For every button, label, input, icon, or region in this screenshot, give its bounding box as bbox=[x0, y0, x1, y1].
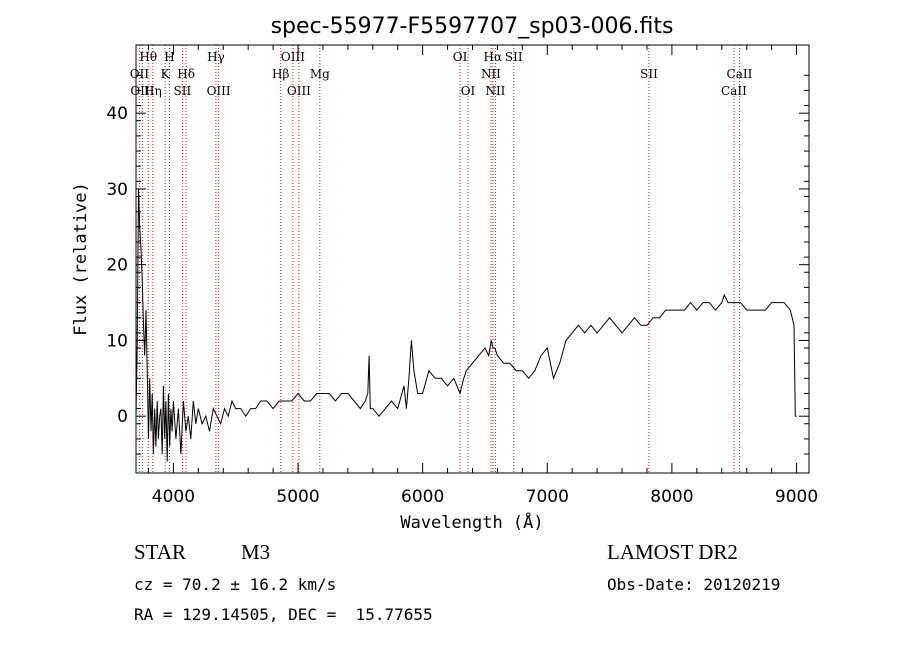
y-tick-label: 0 bbox=[117, 407, 128, 427]
spectral-line-label: Hγ bbox=[207, 50, 225, 64]
survey-name: LAMOST DR2 bbox=[607, 540, 738, 564]
spectral-line-label: Mg bbox=[310, 67, 330, 81]
spectral-line-label: Hδ bbox=[177, 67, 195, 81]
x-axis-ticks: 4000 5000 6000 7000 8000 9000 bbox=[147, 45, 818, 507]
spectral-line-label: OIII bbox=[287, 84, 311, 98]
y-tick-label: 30 bbox=[106, 180, 128, 200]
spectral-line-label: NII bbox=[485, 84, 505, 98]
spectral-line-label: NII bbox=[481, 67, 501, 81]
y-tick-label: 10 bbox=[106, 331, 128, 351]
spectral-line-label: K bbox=[161, 67, 171, 81]
object-class: STAR bbox=[134, 540, 186, 564]
object-subclass: M3 bbox=[241, 540, 271, 564]
spectral-line-label: SII bbox=[505, 50, 523, 64]
spectral-line-label: Hα bbox=[484, 50, 503, 64]
x-tick-label: 6000 bbox=[401, 487, 444, 507]
spectral-line-label: OI bbox=[461, 84, 476, 98]
spectral-line-label: H bbox=[164, 50, 174, 64]
chart-title: spec-55977-F5597707_sp03-006.fits bbox=[271, 14, 674, 39]
spectrum-line bbox=[135, 188, 797, 462]
y-axis-ticks: 0 10 20 30 40 bbox=[106, 74, 809, 455]
spectral-line-label: Hη bbox=[144, 84, 162, 98]
spectral-line-label: Hθ bbox=[139, 50, 157, 64]
spectral-line-label: OI bbox=[453, 50, 468, 64]
x-tick-label: 7000 bbox=[526, 487, 569, 507]
coordinates-readout: RA = 129.14505, DEC = 15.77655 bbox=[134, 605, 433, 624]
y-axis-label: Flux (relative) bbox=[71, 182, 91, 336]
y-tick-label: 20 bbox=[106, 256, 128, 276]
spectral-line-label: OIII bbox=[281, 50, 305, 64]
spectral-line-markers bbox=[138, 45, 740, 473]
spectral-line-label: CaII bbox=[727, 67, 753, 81]
spectral-line-label: CaII bbox=[721, 84, 747, 98]
spectral-line-label: SII bbox=[640, 67, 658, 81]
spectral-line-label: OIII bbox=[207, 84, 231, 98]
x-tick-label: 5000 bbox=[276, 487, 319, 507]
redshift-readout: cz = 70.2 ± 16.2 km/s bbox=[134, 575, 337, 594]
observation-date: Obs-Date: 20120219 bbox=[607, 575, 781, 594]
spectral-line-label: OII bbox=[130, 67, 150, 81]
spectral-line-label: SII bbox=[174, 84, 192, 98]
x-tick-label: 4000 bbox=[152, 487, 195, 507]
x-tick-label: 8000 bbox=[650, 487, 693, 507]
x-tick-label: 9000 bbox=[775, 487, 818, 507]
y-tick-label: 40 bbox=[106, 104, 128, 124]
spectral-line-label: Hβ bbox=[272, 67, 289, 81]
x-axis-label: Wavelength (Å) bbox=[400, 511, 543, 533]
